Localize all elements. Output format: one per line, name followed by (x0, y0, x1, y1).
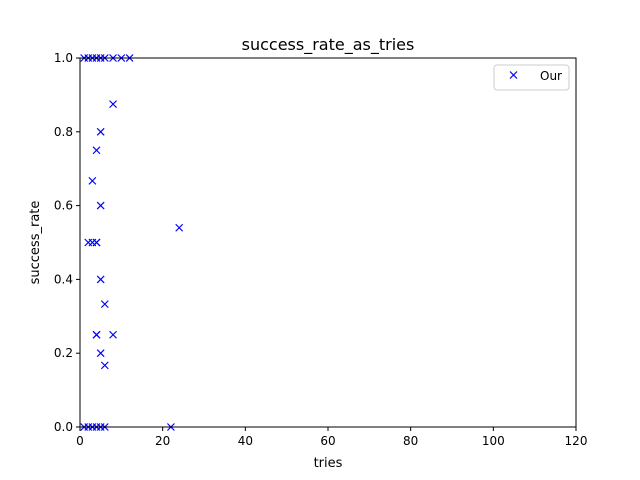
data-point (92, 146, 101, 155)
x-tick-label: 20 (155, 434, 170, 448)
x-tick-label: 0 (76, 434, 84, 448)
y-axis-label: success_rate (28, 201, 43, 285)
data-point (96, 201, 105, 210)
data-point (96, 275, 105, 284)
data-point (175, 223, 184, 232)
legend-label: Our (540, 69, 562, 83)
data-point (100, 300, 109, 309)
x-tick-label: 80 (403, 434, 418, 448)
y-tick-label: 0.2 (54, 346, 73, 360)
data-point (96, 127, 105, 136)
y-tick-label: 0.4 (54, 272, 73, 286)
data-point (88, 176, 97, 185)
data-point (92, 238, 101, 247)
y-tick-label: 0.8 (54, 125, 73, 139)
chart-title: success_rate_as_tries (242, 35, 415, 55)
data-point (92, 330, 101, 339)
y-axis-ticks: 0.0 0.2 0.4 0.6 0.8 1.0 (54, 51, 80, 434)
y-tick-label: 0.0 (54, 420, 73, 434)
legend-marker-x-icon (509, 71, 518, 79)
x-tick-label: 120 (565, 434, 588, 448)
y-tick-label: 1.0 (54, 51, 73, 65)
data-point (100, 361, 109, 370)
legend-box (493, 64, 570, 91)
data-point (109, 100, 117, 109)
x-tick-label: 60 (320, 434, 335, 448)
x-axis-label: tries (314, 456, 343, 471)
x-axis-ticks: 0 20 40 60 80 100 120 (76, 427, 587, 448)
legend: Our (493, 64, 570, 91)
x-tick-label: 40 (238, 434, 253, 448)
data-point (96, 349, 105, 358)
data-point (109, 330, 117, 339)
x-tick-label: 100 (482, 434, 505, 448)
y-tick-label: 0.6 (54, 199, 73, 213)
